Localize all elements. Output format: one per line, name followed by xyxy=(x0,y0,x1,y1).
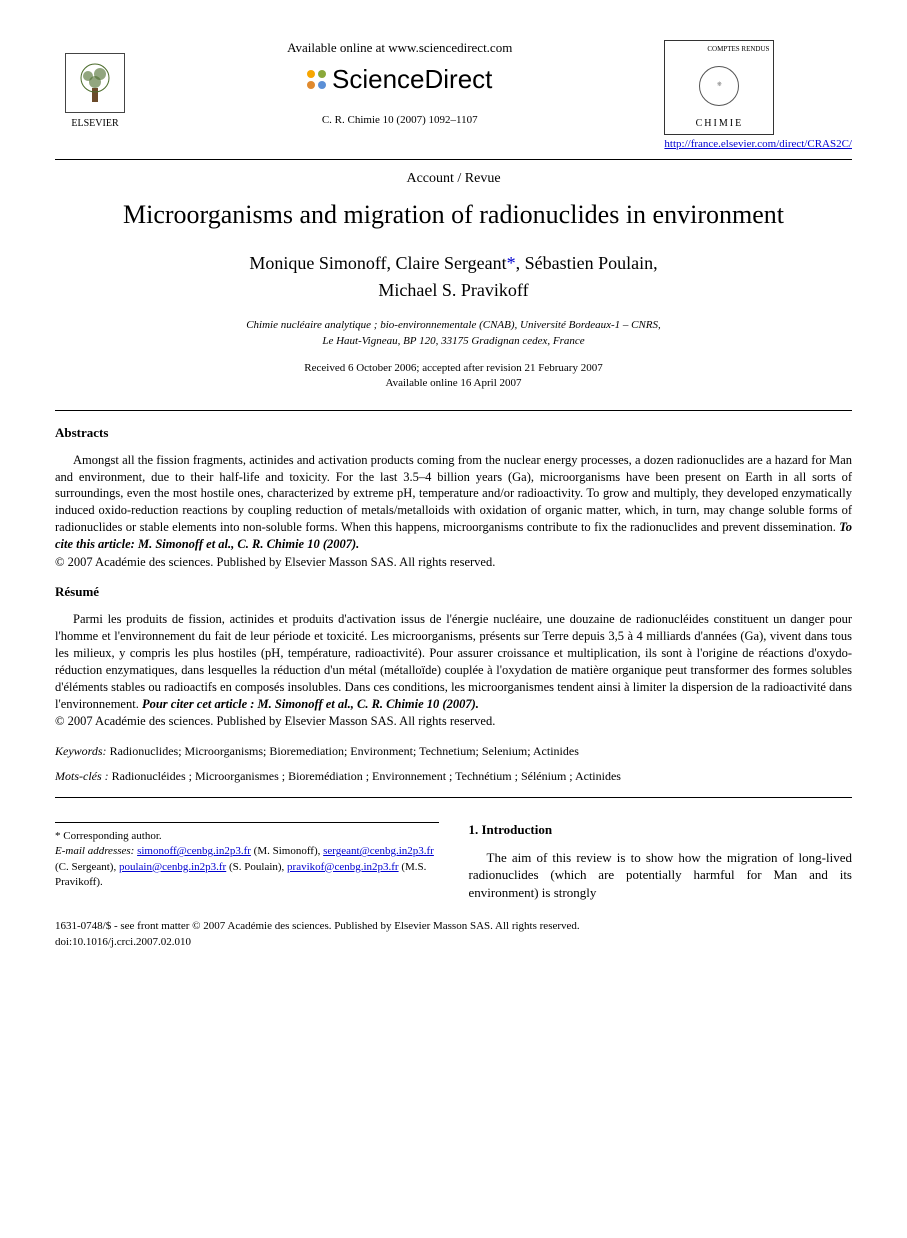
email-link-0[interactable]: simonoff@cenbg.in2p3.fr xyxy=(137,845,251,857)
header-right: COMPTES RENDUS ❋ CHIMIE http://france.el… xyxy=(664,40,852,151)
page-root: ELSEVIER Available online at www.science… xyxy=(0,0,907,980)
sciencedirect-logo: ScienceDirect xyxy=(307,63,492,97)
elsevier-label: ELSEVIER xyxy=(71,117,118,130)
citation-line: C. R. Chimie 10 (2007) 1092–1107 xyxy=(155,113,644,127)
email-who-1: (C. Sergeant), xyxy=(55,861,119,873)
authors-line1: Monique Simonoff, Claire Sergeant xyxy=(249,253,506,273)
abstract-en-body: Amongst all the fission fragments, actin… xyxy=(55,453,852,535)
authors-line2: Michael S. Pravikoff xyxy=(378,280,528,300)
article-dates: Received 6 October 2006; accepted after … xyxy=(55,361,852,392)
available-online-text: Available online at www.sciencedirect.co… xyxy=(155,40,644,57)
email-link-3[interactable]: pravikof@cenbg.in2p3.fr xyxy=(287,861,399,873)
keywords-bottom-rule xyxy=(55,797,852,798)
keywords-fr-label: Mots-clés : xyxy=(55,769,109,783)
email-link-1[interactable]: sergeant@cenbg.in2p3.fr xyxy=(323,845,434,857)
corr-label: * Corresponding author. xyxy=(55,829,439,844)
abstract-fr-cite: Pour citer cet article : M. Simonoff et … xyxy=(142,697,479,711)
journal-url-link[interactable]: http://france.elsevier.com/direct/CRAS2C… xyxy=(664,138,852,150)
email-addresses: E-mail addresses: simonoff@cenbg.in2p3.f… xyxy=(55,844,439,890)
intro-heading: 1. Introduction xyxy=(469,822,853,839)
center-header: Available online at www.sciencedirect.co… xyxy=(135,40,664,127)
elsevier-logo: ELSEVIER xyxy=(55,40,135,130)
authors-block: Monique Simonoff, Claire Sergeant*, Séba… xyxy=(55,250,852,304)
available-date: Available online 16 April 2007 xyxy=(385,377,521,389)
footnote-column: * Corresponding author. E-mail addresses… xyxy=(55,822,439,902)
article-title: Microorganisms and migration of radionuc… xyxy=(55,198,852,232)
article-type: Account / Revue xyxy=(55,170,852,188)
corresponding-author-star: * xyxy=(507,253,516,273)
email-label: E-mail addresses: xyxy=(55,845,134,857)
abstract-en-copyright: © 2007 Académie des sciences. Published … xyxy=(55,554,852,570)
sd-dots-icon xyxy=(307,70,326,89)
header-row: ELSEVIER Available online at www.science… xyxy=(55,40,852,151)
resume-heading: Résumé xyxy=(55,584,852,601)
journal-badge: COMPTES RENDUS ❋ CHIMIE xyxy=(664,40,774,135)
affiliation-line1: Chimie nucléaire analytique ; bio-enviro… xyxy=(246,319,661,331)
keywords-en-label: Keywords: xyxy=(55,744,107,758)
elsevier-tree-icon xyxy=(65,53,125,113)
email-who-0: (M. Simonoff), xyxy=(251,845,323,857)
received-date: Received 6 October 2006; accepted after … xyxy=(304,362,602,374)
journal-badge-top: COMPTES RENDUS xyxy=(669,45,769,54)
journal-emblem-icon: ❋ xyxy=(699,66,739,106)
email-who-2: (S. Poulain), xyxy=(226,861,287,873)
authors-line1-tail: , Sébastien Poulain, xyxy=(516,253,658,273)
footer-line1: 1631-0748/$ - see front matter © 2007 Ac… xyxy=(55,919,852,934)
footer-line2: doi:10.1016/j.crci.2007.02.010 xyxy=(55,935,852,950)
abstracts-heading: Abstracts xyxy=(55,425,852,442)
affiliation: Chimie nucléaire analytique ; bio-enviro… xyxy=(55,318,852,349)
journal-badge-bottom: CHIMIE xyxy=(696,117,744,130)
keywords-en-list: Radionuclides; Microorganisms; Bioremedi… xyxy=(107,744,579,758)
journal-link: http://france.elsevier.com/direct/CRAS2C… xyxy=(664,137,852,151)
top-rule xyxy=(55,159,852,160)
email-link-2[interactable]: poulain@cenbg.in2p3.fr xyxy=(119,861,226,873)
abstract-fr: Parmi les produits de fission, actinides… xyxy=(55,611,852,712)
affiliation-line2: Le Haut-Vigneau, BP 120, 33175 Gradignan… xyxy=(322,335,584,347)
abstract-en: Amongst all the fission fragments, actin… xyxy=(55,452,852,553)
intro-body: The aim of this review is to show how th… xyxy=(469,849,853,902)
intro-column: 1. Introduction The aim of this review i… xyxy=(469,822,853,902)
keywords-fr-list: Radionucléides ; Microorganismes ; Biore… xyxy=(109,769,621,783)
page-footer: 1631-0748/$ - see front matter © 2007 Ac… xyxy=(55,919,852,950)
two-column-body: * Corresponding author. E-mail addresses… xyxy=(55,822,852,902)
corresponding-author-note: * Corresponding author. E-mail addresses… xyxy=(55,829,439,891)
abstract-fr-copyright: © 2007 Académie des sciences. Published … xyxy=(55,713,852,729)
sciencedirect-text: ScienceDirect xyxy=(332,63,492,97)
abstract-top-rule xyxy=(55,410,852,411)
keywords-en: Keywords: Radionuclides; Microorganisms;… xyxy=(55,744,852,760)
keywords-fr: Mots-clés : Radionucléides ; Microorgani… xyxy=(55,769,852,785)
